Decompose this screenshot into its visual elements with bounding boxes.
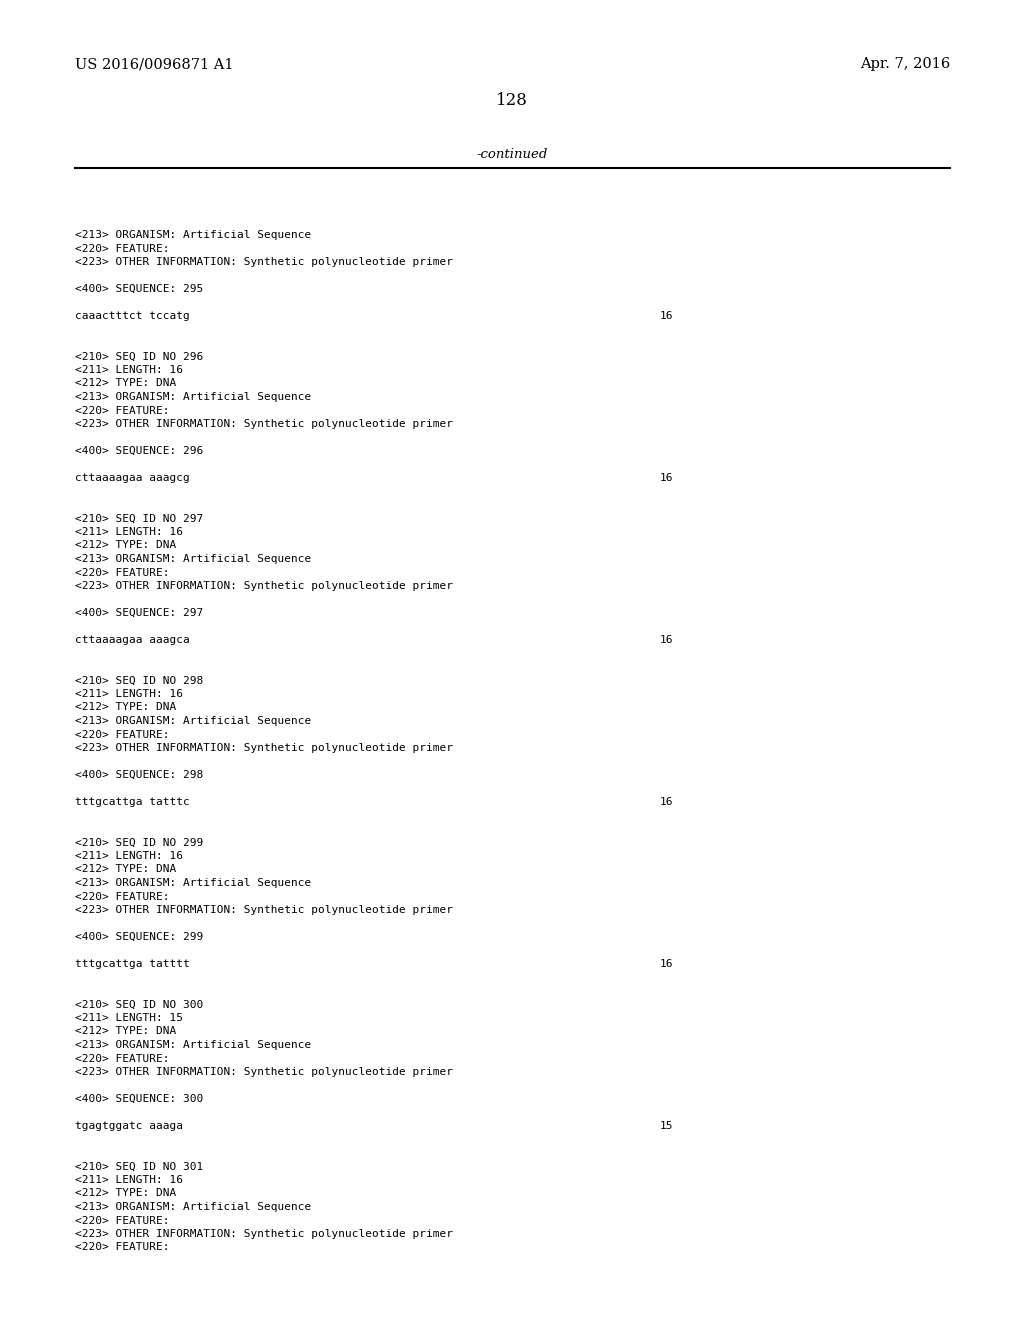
Text: 16: 16 (660, 797, 674, 807)
Text: <210> SEQ ID NO 300: <210> SEQ ID NO 300 (75, 999, 203, 1010)
Text: tttgcattga tatttt: tttgcattga tatttt (75, 960, 189, 969)
Text: <220> FEATURE:: <220> FEATURE: (75, 891, 170, 902)
Text: <213> ORGANISM: Artificial Sequence: <213> ORGANISM: Artificial Sequence (75, 554, 311, 564)
Text: <211> LENGTH: 16: <211> LENGTH: 16 (75, 689, 183, 700)
Text: <220> FEATURE:: <220> FEATURE: (75, 730, 170, 739)
Text: <400> SEQUENCE: 298: <400> SEQUENCE: 298 (75, 770, 203, 780)
Text: tttgcattga tatttc: tttgcattga tatttc (75, 797, 189, 807)
Text: <213> ORGANISM: Artificial Sequence: <213> ORGANISM: Artificial Sequence (75, 230, 311, 240)
Text: <400> SEQUENCE: 299: <400> SEQUENCE: 299 (75, 932, 203, 942)
Text: <212> TYPE: DNA: <212> TYPE: DNA (75, 540, 176, 550)
Text: <211> LENGTH: 16: <211> LENGTH: 16 (75, 1175, 183, 1185)
Text: Apr. 7, 2016: Apr. 7, 2016 (860, 57, 950, 71)
Text: <211> LENGTH: 16: <211> LENGTH: 16 (75, 851, 183, 861)
Text: 16: 16 (660, 635, 674, 645)
Text: <220> FEATURE:: <220> FEATURE: (75, 568, 170, 578)
Text: <212> TYPE: DNA: <212> TYPE: DNA (75, 865, 176, 874)
Text: <213> ORGANISM: Artificial Sequence: <213> ORGANISM: Artificial Sequence (75, 878, 311, 888)
Text: 16: 16 (660, 473, 674, 483)
Text: <223> OTHER INFORMATION: Synthetic polynucleotide primer: <223> OTHER INFORMATION: Synthetic polyn… (75, 581, 453, 591)
Text: <210> SEQ ID NO 299: <210> SEQ ID NO 299 (75, 837, 203, 847)
Text: <213> ORGANISM: Artificial Sequence: <213> ORGANISM: Artificial Sequence (75, 1203, 311, 1212)
Text: <212> TYPE: DNA: <212> TYPE: DNA (75, 379, 176, 388)
Text: <212> TYPE: DNA: <212> TYPE: DNA (75, 1027, 176, 1036)
Text: <400> SEQUENCE: 295: <400> SEQUENCE: 295 (75, 284, 203, 294)
Text: <211> LENGTH: 16: <211> LENGTH: 16 (75, 366, 183, 375)
Text: <210> SEQ ID NO 298: <210> SEQ ID NO 298 (75, 676, 203, 685)
Text: -continued: -continued (476, 148, 548, 161)
Text: 16: 16 (660, 960, 674, 969)
Text: <210> SEQ ID NO 301: <210> SEQ ID NO 301 (75, 1162, 203, 1172)
Text: US 2016/0096871 A1: US 2016/0096871 A1 (75, 57, 233, 71)
Text: <220> FEATURE:: <220> FEATURE: (75, 1216, 170, 1225)
Text: caaactttct tccatg: caaactttct tccatg (75, 312, 189, 321)
Text: <212> TYPE: DNA: <212> TYPE: DNA (75, 1188, 176, 1199)
Text: <223> OTHER INFORMATION: Synthetic polynucleotide primer: <223> OTHER INFORMATION: Synthetic polyn… (75, 1229, 453, 1239)
Text: 128: 128 (496, 92, 528, 110)
Text: <211> LENGTH: 15: <211> LENGTH: 15 (75, 1012, 183, 1023)
Text: <223> OTHER INFORMATION: Synthetic polynucleotide primer: <223> OTHER INFORMATION: Synthetic polyn… (75, 1067, 453, 1077)
Text: 16: 16 (660, 312, 674, 321)
Text: <223> OTHER INFORMATION: Synthetic polynucleotide primer: <223> OTHER INFORMATION: Synthetic polyn… (75, 257, 453, 267)
Text: <213> ORGANISM: Artificial Sequence: <213> ORGANISM: Artificial Sequence (75, 715, 311, 726)
Text: <220> FEATURE:: <220> FEATURE: (75, 405, 170, 416)
Text: cttaaaagaa aaagcg: cttaaaagaa aaagcg (75, 473, 189, 483)
Text: <220> FEATURE:: <220> FEATURE: (75, 243, 170, 253)
Text: <223> OTHER INFORMATION: Synthetic polynucleotide primer: <223> OTHER INFORMATION: Synthetic polyn… (75, 906, 453, 915)
Text: <210> SEQ ID NO 296: <210> SEQ ID NO 296 (75, 351, 203, 362)
Text: <400> SEQUENCE: 300: <400> SEQUENCE: 300 (75, 1094, 203, 1104)
Text: <220> FEATURE:: <220> FEATURE: (75, 1242, 170, 1253)
Text: tgagtggatc aaaga: tgagtggatc aaaga (75, 1121, 183, 1131)
Text: <220> FEATURE:: <220> FEATURE: (75, 1053, 170, 1064)
Text: <223> OTHER INFORMATION: Synthetic polynucleotide primer: <223> OTHER INFORMATION: Synthetic polyn… (75, 743, 453, 752)
Text: <400> SEQUENCE: 297: <400> SEQUENCE: 297 (75, 609, 203, 618)
Text: 15: 15 (660, 1121, 674, 1131)
Text: <213> ORGANISM: Artificial Sequence: <213> ORGANISM: Artificial Sequence (75, 1040, 311, 1049)
Text: <210> SEQ ID NO 297: <210> SEQ ID NO 297 (75, 513, 203, 524)
Text: <213> ORGANISM: Artificial Sequence: <213> ORGANISM: Artificial Sequence (75, 392, 311, 403)
Text: <212> TYPE: DNA: <212> TYPE: DNA (75, 702, 176, 713)
Text: <211> LENGTH: 16: <211> LENGTH: 16 (75, 527, 183, 537)
Text: <223> OTHER INFORMATION: Synthetic polynucleotide primer: <223> OTHER INFORMATION: Synthetic polyn… (75, 418, 453, 429)
Text: <400> SEQUENCE: 296: <400> SEQUENCE: 296 (75, 446, 203, 455)
Text: cttaaaagaa aaagca: cttaaaagaa aaagca (75, 635, 189, 645)
